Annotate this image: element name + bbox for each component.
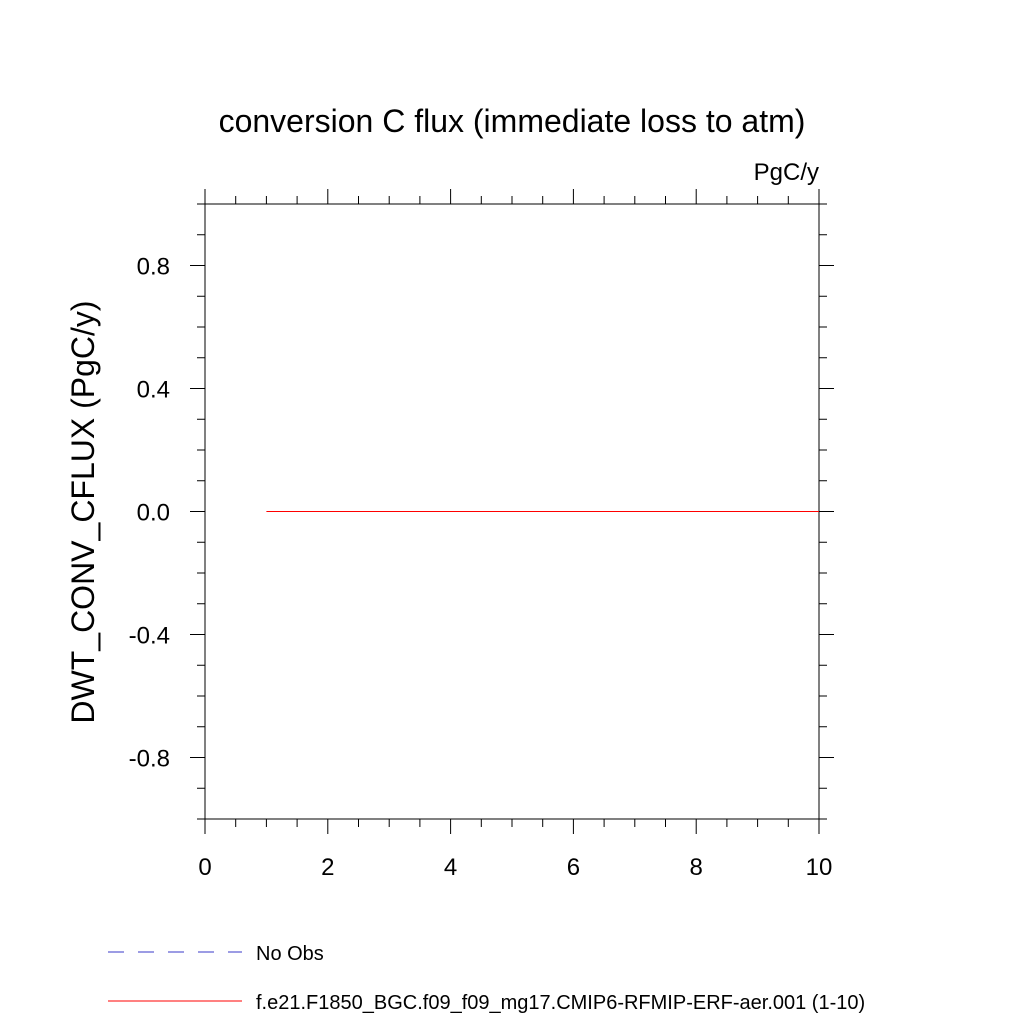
x-tick-label: 2 <box>321 854 334 881</box>
legend-label-1: f.e21.F1850_BGC.f09_f09_mg17.CMIP6-RFMIP… <box>256 992 865 1014</box>
y-axis-label: DWT_CONV_CFLUX (PgC/y) <box>65 300 101 723</box>
y-tick-label: 0.0 <box>137 500 170 527</box>
y-tick-label: -0.8 <box>129 746 170 773</box>
y-tick-label: -0.4 <box>129 623 170 650</box>
x-tick-label: 0 <box>198 854 211 881</box>
y-tick-label: 0.4 <box>137 377 170 404</box>
plot-area: 0 2 4 6 8 10 -0.8 -0.4 0.0 0.4 0.8 <box>129 189 834 881</box>
units-label: PgC/y <box>754 159 819 186</box>
x-tick-label: 6 <box>567 854 580 881</box>
legend: No Obs f.e21.F1850_BGC.f09_f09_mg17.CMIP6… <box>108 943 865 1014</box>
x-tick-label: 8 <box>690 854 703 881</box>
x-tick-label: 4 <box>444 854 457 881</box>
y-tick-label: 0.8 <box>137 254 170 281</box>
x-tick-label: 10 <box>806 854 833 881</box>
legend-label-0: No Obs <box>256 943 324 965</box>
chart-title: conversion C flux (immediate loss to atm… <box>219 103 806 139</box>
